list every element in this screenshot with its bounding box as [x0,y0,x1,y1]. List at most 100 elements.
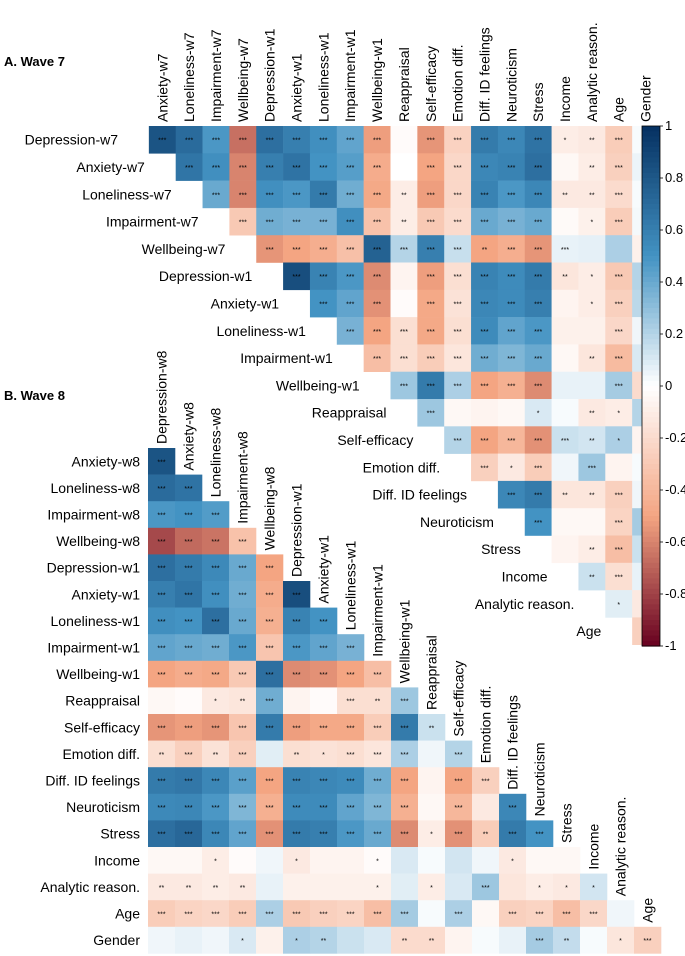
colorbar-segment [642,146,660,153]
panel-b-significance: *** [346,805,354,812]
panel-a-significance: *** [239,220,247,227]
panel-b-row-label: Stress [100,826,140,842]
colorbar-segment [642,261,660,267]
panel-a-significance: *** [427,247,435,254]
panel-b-row-label: Loneliness-w8 [51,480,141,496]
panel-b-row-label: Age [115,906,140,922]
panel-b-cell [364,900,392,928]
panel-a-cell [578,480,606,509]
panel-a-row-label: Anxiety-w1 [211,295,280,311]
panel-b-significance: *** [157,566,165,573]
panel-b-significance: *** [157,459,165,466]
panel-a-significance: * [564,138,567,145]
panel-a-significance: *** [615,574,623,581]
panel-a-row-label: Depression-w1 [159,268,253,284]
colorbar-segment [642,547,660,553]
panel-b-significance: *** [238,725,246,732]
panel-a-cell [605,153,633,181]
panel-b-significance: *** [454,779,462,786]
panel-b-cell [445,793,473,821]
panel-a-significance: *** [373,138,381,145]
colorbar-segment [642,308,660,314]
panel-a-cell [524,453,552,482]
panel-b-significance: *** [319,832,327,839]
panel-a-cell [363,153,391,181]
colorbar-segment [642,474,660,481]
panel-b-cell [229,767,257,795]
panel-b-cell [148,740,176,768]
panel-a-cell [390,235,418,263]
panel-a-cell [444,399,472,427]
panel-b-cell [580,926,608,954]
panel-b-cell [526,820,554,848]
panel-a-significance: *** [266,165,274,172]
panel-b-significance: *** [157,805,165,812]
panel-b-cell [229,607,257,635]
panel-b-row-label: Self-efficacy [64,719,140,735]
panel-a-significance: *** [292,247,300,254]
panel-b-significance: *** [184,539,192,546]
panel-a-significance: * [591,274,594,281]
panel-b-significance: *** [400,779,408,786]
panel-b-cell [445,740,473,768]
panel-b-cell [364,793,392,821]
panel-b-significance: *** [184,646,192,653]
colorbar-tick-label: 1 [665,118,672,133]
colorbar-segment [642,568,660,574]
panel-a-cell [524,317,552,345]
panel-a-cell [605,126,633,154]
panel-a-cell [363,126,391,154]
panel-a-significance: *** [427,356,435,363]
panel-a-significance: *** [266,247,274,254]
panel-b-row-label: Loneliness-w1 [51,613,141,629]
colorbar-segment [642,141,660,148]
panel-a-cell [390,262,418,291]
panel-b-col-label: Diff. ID feelings [505,695,521,790]
panel-b-cell [256,634,284,662]
panel-b-cell [310,793,338,821]
panel-b-cell [445,847,473,874]
panel-a-significance: *** [454,220,462,227]
panel-a-cell [524,344,552,372]
panel-b-cell [337,847,365,874]
panel-b-cell [472,926,500,954]
colorbar-segment [642,292,660,299]
colorbar-segment [642,490,660,496]
panel-a-cell [551,371,579,400]
colorbar-tick-label: 0.6 [665,222,683,237]
panel-b-significance: *** [454,752,462,759]
panel-a-cell [551,180,579,209]
panel-b-cell [337,687,365,715]
panel-b-significance: *** [400,832,408,839]
panel-a-cell [148,126,176,154]
panel-a-cell [551,289,579,318]
panel-b-cell [202,820,230,848]
panel-a-cell [497,344,526,372]
panel-b-significance: *** [211,619,219,626]
panel-b-cell [418,714,446,741]
panel-a-cell [578,235,606,263]
panel-a-col-label: Anxiety-w1 [289,53,305,122]
panel-a-significance: ** [589,411,595,418]
colorbar-segment [642,365,660,371]
panel-b-cell [337,873,365,901]
panel-b-cell [553,926,581,954]
panel-a-cell [471,262,499,291]
panel-a-cell [283,207,311,236]
panel-b-cell [472,873,500,901]
panel-a-cell [256,153,284,181]
panel-b-significance: *** [373,805,381,812]
panel-b-significance: *** [157,513,165,520]
panel-b-label: B. Wave 8 [4,388,65,403]
panel-b-cell [256,793,284,821]
panel-b-significance: * [295,858,298,865]
panel-a-row-label: Impairment-w1 [240,350,333,366]
panel-b-cell [418,900,446,928]
panel-a-cell [417,180,445,209]
panel-a-significance: *** [400,356,408,363]
panel-b-cell [148,581,176,608]
panel-a-cell [524,180,552,209]
panel-a-cell [390,289,418,318]
panel-a-significance: * [510,465,513,472]
panel-a-significance: *** [480,329,488,336]
